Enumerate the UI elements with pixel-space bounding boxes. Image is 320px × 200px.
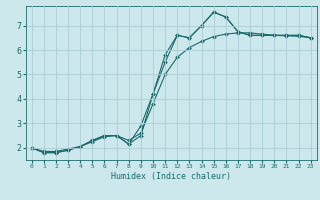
X-axis label: Humidex (Indice chaleur): Humidex (Indice chaleur) <box>111 172 231 181</box>
